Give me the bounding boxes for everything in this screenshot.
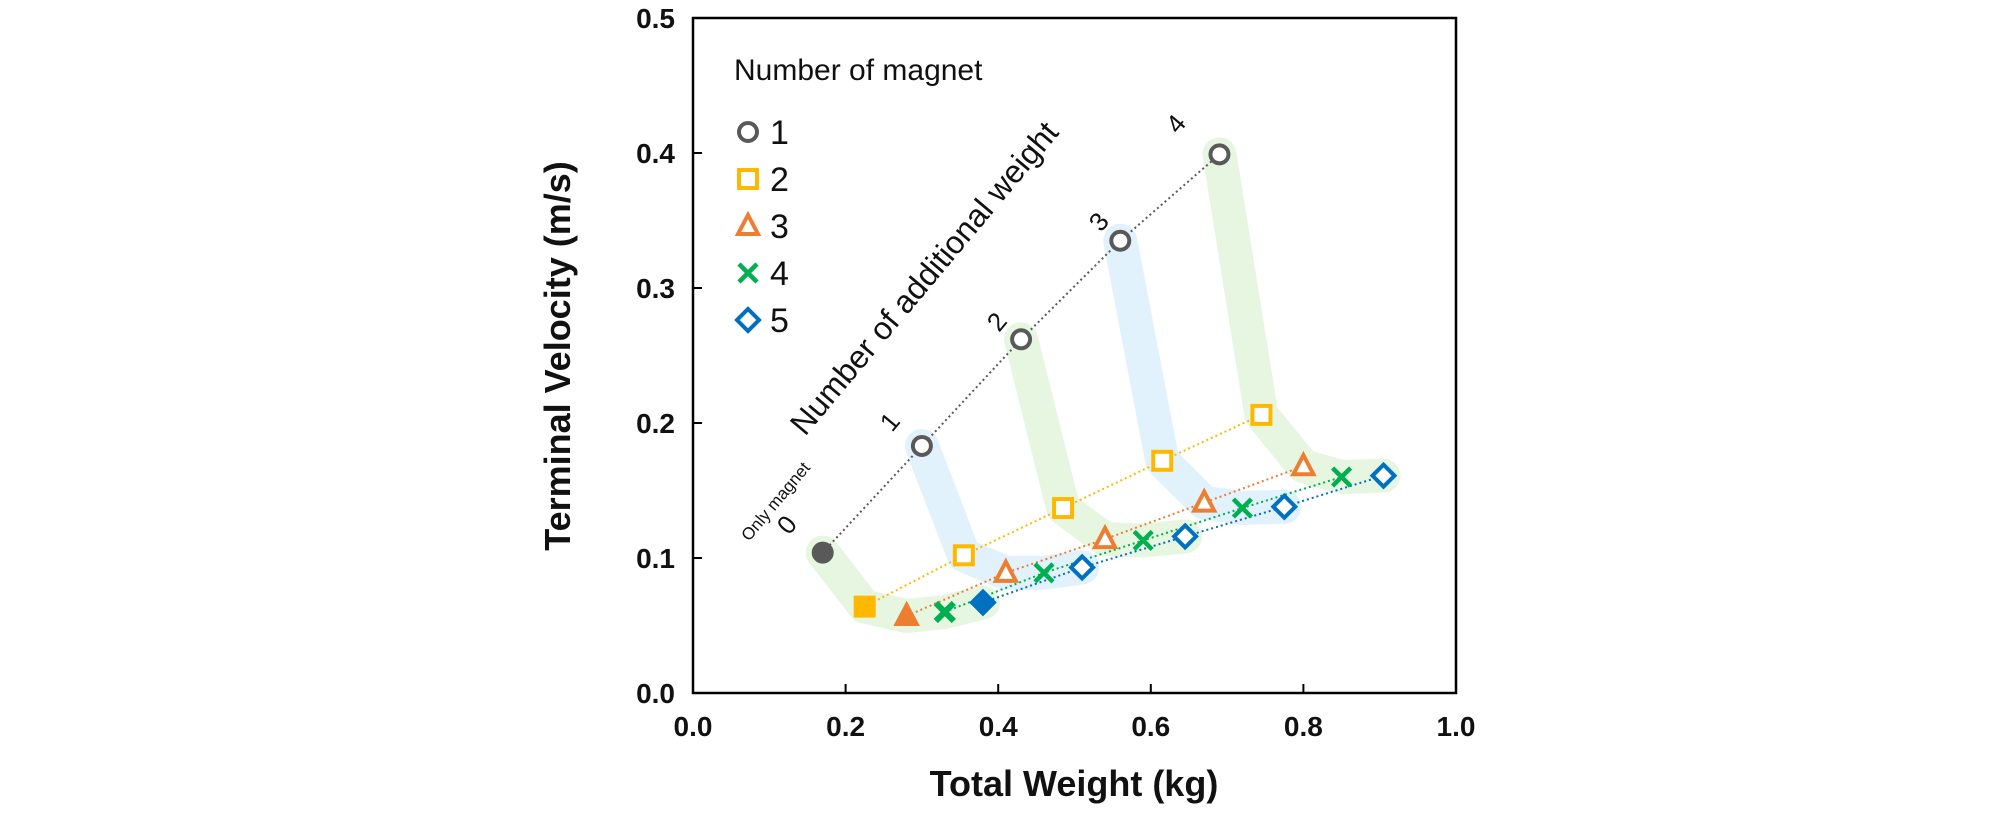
data-point-series-1 xyxy=(811,541,834,564)
data-point-series-5 xyxy=(1068,553,1096,582)
data-point-series-2 xyxy=(1052,497,1075,520)
data-points xyxy=(811,143,1398,627)
data-point-series-1 xyxy=(1208,143,1231,166)
axis-ticks: 0.0 0.2 0.4 0.6 0.8 1.0 0.0 0.1 0.2 0.3 0.4 0.5 xyxy=(636,3,1475,742)
data-point-series-5 xyxy=(1369,461,1398,490)
y-tick-label: 0.0 xyxy=(636,678,675,709)
data-point-series-2 xyxy=(1151,449,1174,472)
data-point-series-4 xyxy=(1132,529,1154,552)
legend-marker-1 xyxy=(737,121,759,143)
legend-title: Number of magnet xyxy=(734,54,983,87)
data-point-series-4 xyxy=(1330,466,1353,488)
x-axis-title: Total Weight (kg) xyxy=(930,763,1219,804)
data-point-series-2 xyxy=(1250,403,1273,426)
data-point-series-4 xyxy=(933,600,956,624)
annotation-count-4: 4 xyxy=(1160,108,1192,138)
legend-label-2: 2 xyxy=(770,161,789,199)
x-tick-label: 0.0 xyxy=(674,711,713,742)
x-stroke xyxy=(1033,562,1055,584)
y-tick-label: 0.2 xyxy=(636,408,675,439)
legend-marker-2 xyxy=(737,168,759,190)
data-point-series-2 xyxy=(853,595,876,618)
annotation-count-1: 1 xyxy=(874,406,906,436)
data-point-series-3 xyxy=(992,557,1020,583)
legend-label-3: 3 xyxy=(770,208,789,246)
x-stroke xyxy=(933,600,956,624)
data-point-series-1 xyxy=(1109,229,1132,252)
y-tick-label: 0.3 xyxy=(636,273,675,304)
data-point-series-5 xyxy=(1270,492,1299,521)
x-stroke xyxy=(1231,497,1253,519)
x-tick-label: 0.6 xyxy=(1131,711,1170,742)
x-stroke xyxy=(1330,466,1353,488)
highlight-band-4 xyxy=(1202,137,1401,494)
y-tick-label: 0.1 xyxy=(636,543,675,574)
x-stroke xyxy=(737,262,759,284)
legend-label-4: 4 xyxy=(770,255,789,293)
data-point-series-3 xyxy=(893,600,920,627)
legend-label-5: 5 xyxy=(770,302,789,340)
y-axis-title: Terminal Velocity (m/s) xyxy=(537,161,578,550)
x-tick-label: 0.8 xyxy=(1284,711,1323,742)
legend-marker-4 xyxy=(737,262,759,284)
x-stroke xyxy=(1132,529,1154,552)
annotation-count-0: 0 xyxy=(771,509,803,539)
y-tick-label: 0.5 xyxy=(636,3,675,34)
annotation-only-magnet: Only magnet xyxy=(738,458,815,544)
data-point-series-3 xyxy=(1290,450,1317,477)
legend-label-1: 1 xyxy=(770,114,789,152)
data-point-series-4 xyxy=(1231,497,1253,519)
legend-marker-5 xyxy=(734,306,762,334)
data-point-series-2 xyxy=(952,544,975,567)
data-point-series-5 xyxy=(969,588,997,617)
x-tick-label: 1.0 xyxy=(1437,711,1476,742)
legend: 1 2 3 4 5 xyxy=(734,114,789,340)
plot-frame xyxy=(691,16,1458,695)
data-point-series-4 xyxy=(1033,562,1055,584)
data-point-series-1 xyxy=(910,434,933,457)
data-point-series-3 xyxy=(1091,523,1119,550)
x-tick-label: 0.2 xyxy=(826,711,865,742)
x-tick-label: 0.4 xyxy=(979,711,1018,742)
y-tick-label: 0.4 xyxy=(636,138,675,169)
data-point-series-3 xyxy=(1190,487,1218,513)
data-point-series-1 xyxy=(1010,328,1033,351)
data-point-series-5 xyxy=(1171,522,1199,551)
legend-marker-3 xyxy=(734,210,762,236)
